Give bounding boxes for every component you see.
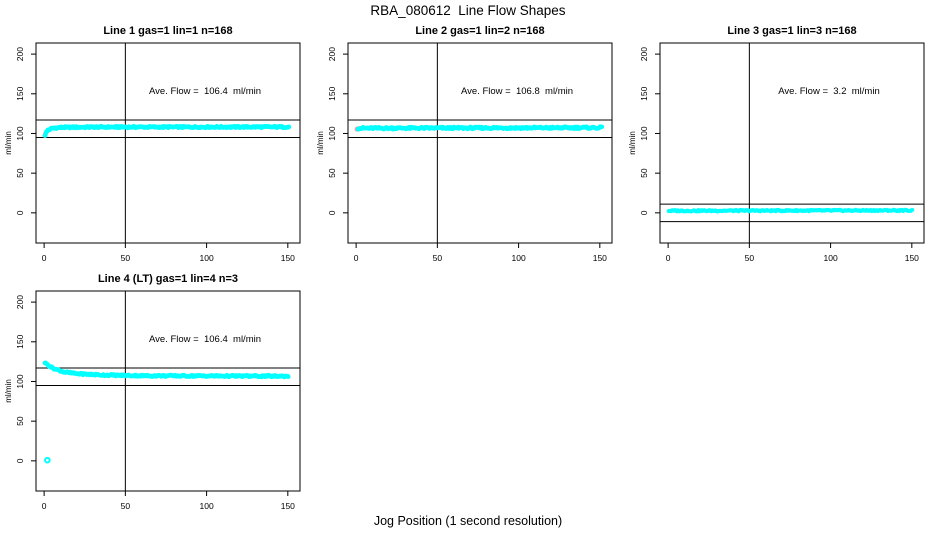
- outlier-point: [44, 456, 51, 464]
- data-point: [910, 207, 915, 213]
- x-tick-label: 150: [905, 253, 919, 263]
- y-tick-label: 150: [15, 86, 25, 100]
- plot-box: [35, 290, 301, 492]
- x-tick-label: 150: [281, 253, 295, 263]
- y-axis-label: ml/min: [316, 131, 325, 155]
- y-tick-label: 150: [15, 334, 25, 348]
- y-tick-label: 200: [327, 47, 337, 61]
- axes: 0 50 100 150 0 50 100 150 200 ml/min: [4, 295, 295, 511]
- plot-box: [347, 42, 613, 244]
- panel-title-line-1: Line 1 gas=1 lin=1 n=168: [103, 25, 233, 37]
- y-tick-label: 0: [639, 210, 649, 215]
- data-point: [286, 124, 292, 130]
- y-tick-label: 0: [15, 210, 25, 215]
- axes: 0 50 100 150 0 50 100 150 200 ml/min: [316, 47, 607, 263]
- x-tick-label: 50: [121, 501, 131, 511]
- panel-line-3: Line 3 gas=1 lin=3 n=168 Ave. Flow = 3.2…: [624, 20, 936, 270]
- panel-line-1: Line 1 gas=1 lin=1 n=168 Ave. Flow = 106…: [0, 20, 312, 270]
- y-tick-label: 200: [15, 47, 25, 61]
- y-tick-label: 50: [639, 168, 649, 178]
- y-tick-label: 100: [327, 126, 337, 140]
- x-tick-label: 0: [42, 501, 47, 511]
- x-tick-label: 0: [354, 253, 359, 263]
- x-tick-label: 100: [199, 501, 213, 511]
- y-tick-label: 50: [15, 416, 25, 426]
- panel-title-line-3: Line 3 gas=1 lin=3 n=168: [727, 25, 857, 37]
- y-tick-label: 100: [639, 126, 649, 140]
- x-tick-label: 150: [593, 253, 607, 263]
- axes: 0 50 100 150 0 50 100 150 200 ml/min: [4, 47, 295, 263]
- x-tick-label: 0: [42, 253, 47, 263]
- y-tick-label: 50: [15, 168, 25, 178]
- reference-lines: [348, 43, 612, 243]
- panel-line-2: Line 2 gas=1 lin=2 n=168 Ave. Flow = 106…: [312, 20, 624, 270]
- x-tick-label: 100: [823, 253, 837, 263]
- data-series-flow-band: [355, 124, 605, 132]
- data-point: [599, 124, 605, 130]
- data-point: [285, 374, 291, 380]
- x-tick-label: 50: [433, 253, 443, 263]
- plot-line-4: 0 50 100 150 0 50 100 150 200 ml/min: [4, 290, 301, 511]
- plot-box: [35, 42, 301, 244]
- plot-line-3: 0 50 100 150 0 50 100 150 200 ml/min: [628, 42, 925, 263]
- plot-box: [659, 42, 925, 244]
- y-axis-label: ml/min: [628, 131, 637, 155]
- y-tick-label: 0: [15, 458, 25, 463]
- figure-title: RBA_080612 Line Flow Shapes: [370, 3, 566, 18]
- panel-title-line-2: Line 2 gas=1 lin=2 n=168: [415, 25, 545, 37]
- data-series-flow-band: [42, 360, 291, 380]
- y-tick-label: 200: [639, 47, 649, 61]
- panel-line-4: Line 4 (LT) gas=1 lin=4 n=3 Ave. Flow = …: [0, 268, 312, 518]
- data-series-flow-band: [42, 123, 292, 138]
- y-tick-label: 150: [327, 86, 337, 100]
- plot-line-2: 0 50 100 150 0 50 100 150 200 ml/min: [316, 42, 613, 263]
- axes: 0 50 100 150 0 50 100 150 200 ml/min: [628, 47, 919, 263]
- reference-lines: [36, 291, 300, 491]
- avg-flow-annotation-line-3: Ave. Flow = 3.2 ml/min: [778, 86, 880, 97]
- x-tick-label: 0: [666, 253, 671, 263]
- y-tick-label: 100: [15, 374, 25, 388]
- x-tick-label: 100: [199, 253, 213, 263]
- y-axis-label: ml/min: [4, 379, 13, 403]
- x-tick-label: 50: [745, 253, 755, 263]
- x-tick-label: 150: [281, 501, 295, 511]
- x-tick-label: 50: [121, 253, 131, 263]
- y-axis-label: ml/min: [4, 131, 13, 155]
- y-tick-label: 150: [639, 86, 649, 100]
- data-series-flow-band: [666, 207, 915, 214]
- y-tick-label: 50: [327, 168, 337, 178]
- plot-line-1: 0 50 100 150 0 50 100 150 200 ml/min: [4, 42, 301, 263]
- avg-flow-annotation-line-2: Ave. Flow = 106.8 ml/min: [460, 86, 574, 97]
- y-tick-label: 100: [15, 126, 25, 140]
- panel-title-line-4: Line 4 (LT) gas=1 lin=4 n=3: [97, 273, 239, 285]
- x-axis-figure-label: Jog Position (1 second resolution): [373, 514, 563, 528]
- reference-lines: [36, 43, 300, 243]
- avg-flow-annotation-line-1: Ave. Flow = 106.4 ml/min: [148, 86, 262, 97]
- y-tick-label: 200: [15, 295, 25, 309]
- y-tick-label: 0: [327, 210, 337, 215]
- x-tick-label: 100: [511, 253, 525, 263]
- avg-flow-annotation-line-4: Ave. Flow = 106.4 ml/min: [148, 334, 262, 345]
